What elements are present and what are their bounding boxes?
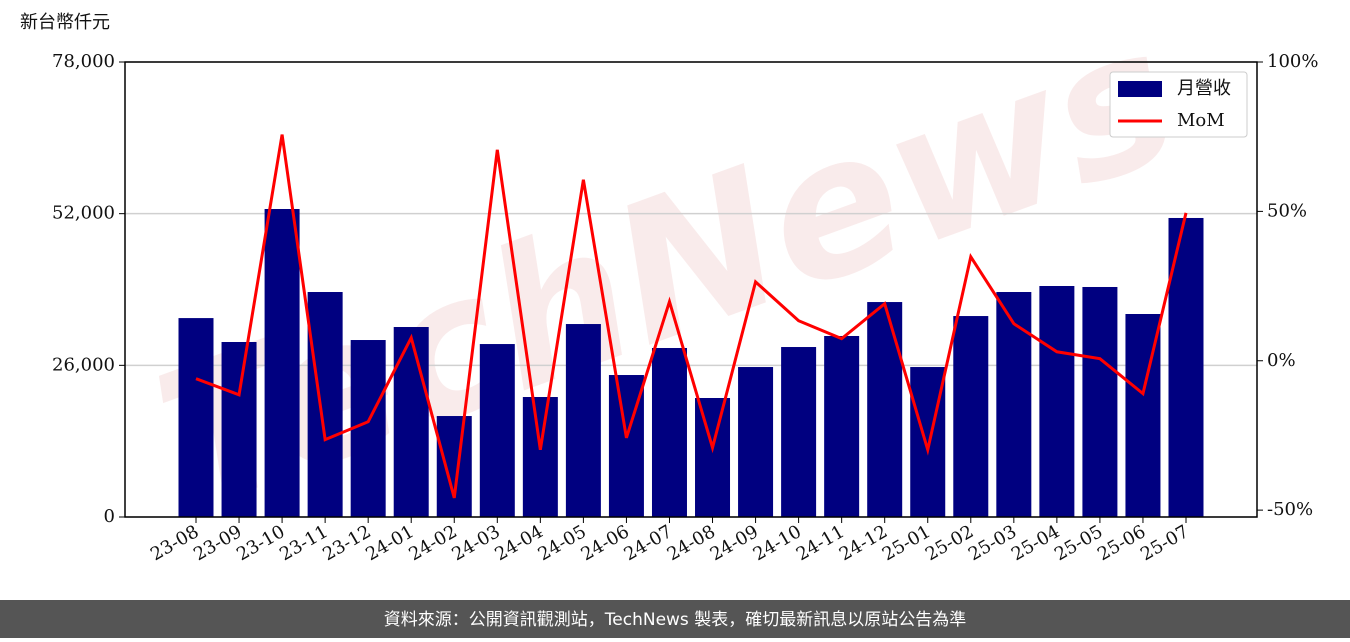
bar bbox=[436, 416, 472, 517]
y-tick-label: 78,000 bbox=[52, 51, 115, 72]
x-tick-label: 25-06 bbox=[1094, 521, 1149, 565]
bar bbox=[350, 340, 386, 517]
x-tick-label: 24-05 bbox=[534, 521, 589, 565]
x-tick-label: 25-07 bbox=[1137, 521, 1192, 565]
legend-label: MoM bbox=[1177, 110, 1225, 131]
source-note: 資料來源：公開資訊觀測站，TechNews 製表，確切最新訊息以原站公告為準 bbox=[384, 610, 966, 630]
x-tick-label: 25-05 bbox=[1051, 521, 1106, 565]
bar bbox=[867, 302, 903, 517]
bar bbox=[307, 292, 343, 517]
bar bbox=[264, 209, 300, 517]
bar bbox=[738, 367, 774, 517]
plot-frame bbox=[124, 61, 1258, 518]
bar bbox=[824, 335, 860, 517]
y-tick-label: 0 bbox=[104, 506, 115, 527]
x-tick-label: 24-04 bbox=[491, 521, 546, 565]
footer-bar bbox=[0, 600, 1350, 638]
x-tick-label: 25-02 bbox=[922, 521, 977, 565]
bar bbox=[651, 348, 687, 517]
legend-swatch bbox=[1118, 81, 1162, 97]
bar bbox=[393, 327, 429, 517]
mom-line bbox=[195, 134, 1188, 499]
y2-tick-label: 100% bbox=[1267, 51, 1318, 72]
x-tick-label: 25-03 bbox=[965, 521, 1020, 565]
bar bbox=[781, 347, 817, 517]
x-tick-label: 25-04 bbox=[1008, 521, 1063, 565]
x-tick-label: 24-09 bbox=[707, 521, 762, 565]
x-tick-label: 24-03 bbox=[448, 521, 503, 565]
bar bbox=[996, 292, 1032, 517]
x-tick-label: 23-12 bbox=[319, 521, 374, 565]
bar bbox=[953, 316, 989, 517]
bar bbox=[1082, 286, 1118, 517]
x-tick-label: 24-01 bbox=[362, 521, 417, 565]
bar bbox=[565, 324, 601, 517]
x-tick-label: 24-06 bbox=[577, 521, 632, 565]
y2-tick-label: 50% bbox=[1267, 200, 1307, 221]
bar bbox=[221, 342, 257, 517]
x-tick-label: 24-07 bbox=[621, 521, 676, 565]
legend-label: 月營收 bbox=[1177, 78, 1231, 99]
x-tick-label: 23-08 bbox=[147, 521, 202, 565]
x-tick-label: 24-08 bbox=[664, 521, 719, 565]
y2-tick-label: 0% bbox=[1267, 350, 1296, 371]
y2-tick-label: -50% bbox=[1267, 499, 1313, 520]
x-tick-label: 24-11 bbox=[793, 521, 848, 565]
bar bbox=[178, 318, 214, 517]
bar bbox=[522, 397, 558, 517]
x-tick-label: 24-02 bbox=[405, 521, 460, 565]
x-tick-label: 24-12 bbox=[836, 521, 891, 565]
y-tick-label: 26,000 bbox=[52, 354, 115, 375]
bar bbox=[479, 344, 515, 517]
y-tick-label: 52,000 bbox=[52, 203, 115, 224]
bar bbox=[695, 398, 731, 517]
y-axis-unit: 新台幣仟元 bbox=[20, 12, 110, 33]
bar bbox=[1039, 286, 1075, 517]
x-tick-label: 23-11 bbox=[276, 521, 331, 565]
x-tick-label: 24-10 bbox=[750, 521, 805, 565]
x-tick-label: 25-01 bbox=[879, 521, 934, 565]
